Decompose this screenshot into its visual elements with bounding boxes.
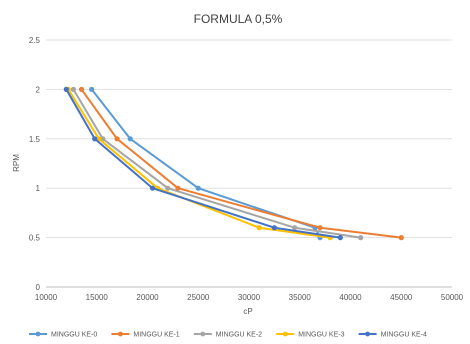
data-point (92, 136, 98, 142)
x-tick-label: 35000 (289, 293, 312, 302)
legend-marker (282, 331, 288, 337)
data-point (358, 235, 364, 241)
y-tick-label: 1.5 (29, 135, 41, 144)
series-line (67, 88, 331, 239)
data-point (271, 225, 277, 231)
x-tick-label: 40000 (339, 293, 362, 302)
x-tick-label: 10000 (35, 293, 58, 302)
data-point (398, 235, 404, 241)
data-point (292, 225, 298, 231)
y-tick-label: 2 (36, 85, 41, 94)
legend-label: MINGGU KE-4 (381, 332, 427, 339)
y-axis-label: RPM (12, 154, 21, 172)
chart-title: FORMULA 0,5% (194, 12, 283, 26)
data-point (127, 136, 133, 142)
data-point (195, 185, 201, 191)
series-line (90, 88, 321, 239)
data-point (78, 86, 85, 92)
data-point (175, 185, 181, 191)
legend-marker (118, 331, 123, 337)
legend-label: MINGGU KE-1 (133, 332, 179, 339)
legend: MINGGU KE-0 MINGGU KE-1 MINGGU KE-2 MINGGU … (29, 332, 427, 339)
x-tick-label: 45000 (390, 293, 413, 302)
x-tick-label: 50000 (441, 293, 464, 302)
legend-marker (365, 331, 370, 337)
x-tick-label: 20000 (136, 293, 159, 302)
y-tick-label: 0.5 (29, 234, 41, 243)
data-point (89, 86, 95, 92)
data-point (63, 86, 69, 92)
legend-marker (35, 331, 41, 337)
series-line (72, 88, 361, 239)
y-tick-label: 0 (36, 283, 41, 292)
y-tick-label: 2.5 (29, 36, 41, 45)
x-tick-label: 15000 (86, 293, 109, 302)
series-line (65, 88, 341, 239)
legend-label: MINGGU KE-0 (51, 332, 97, 339)
data-point (149, 185, 156, 191)
data-point (256, 225, 262, 231)
data-point (317, 225, 323, 231)
y-tick-label: 1 (36, 184, 41, 193)
x-tick-label: 25000 (187, 293, 210, 302)
x-axis-label: cP (243, 307, 252, 316)
legend-label: MINGGU KE-2 (216, 332, 262, 339)
data-point (337, 235, 343, 241)
plot-area: 0 0.5 1 1.5 2 2.5 10000 15000 20000 25000 30000 350… (29, 36, 464, 302)
data-point (165, 185, 171, 191)
data-point (70, 86, 77, 92)
data-point (114, 136, 120, 142)
legend-label: MINGGU KE-3 (298, 332, 344, 339)
legend-marker (200, 331, 206, 337)
x-tick-label: 30000 (238, 293, 261, 302)
